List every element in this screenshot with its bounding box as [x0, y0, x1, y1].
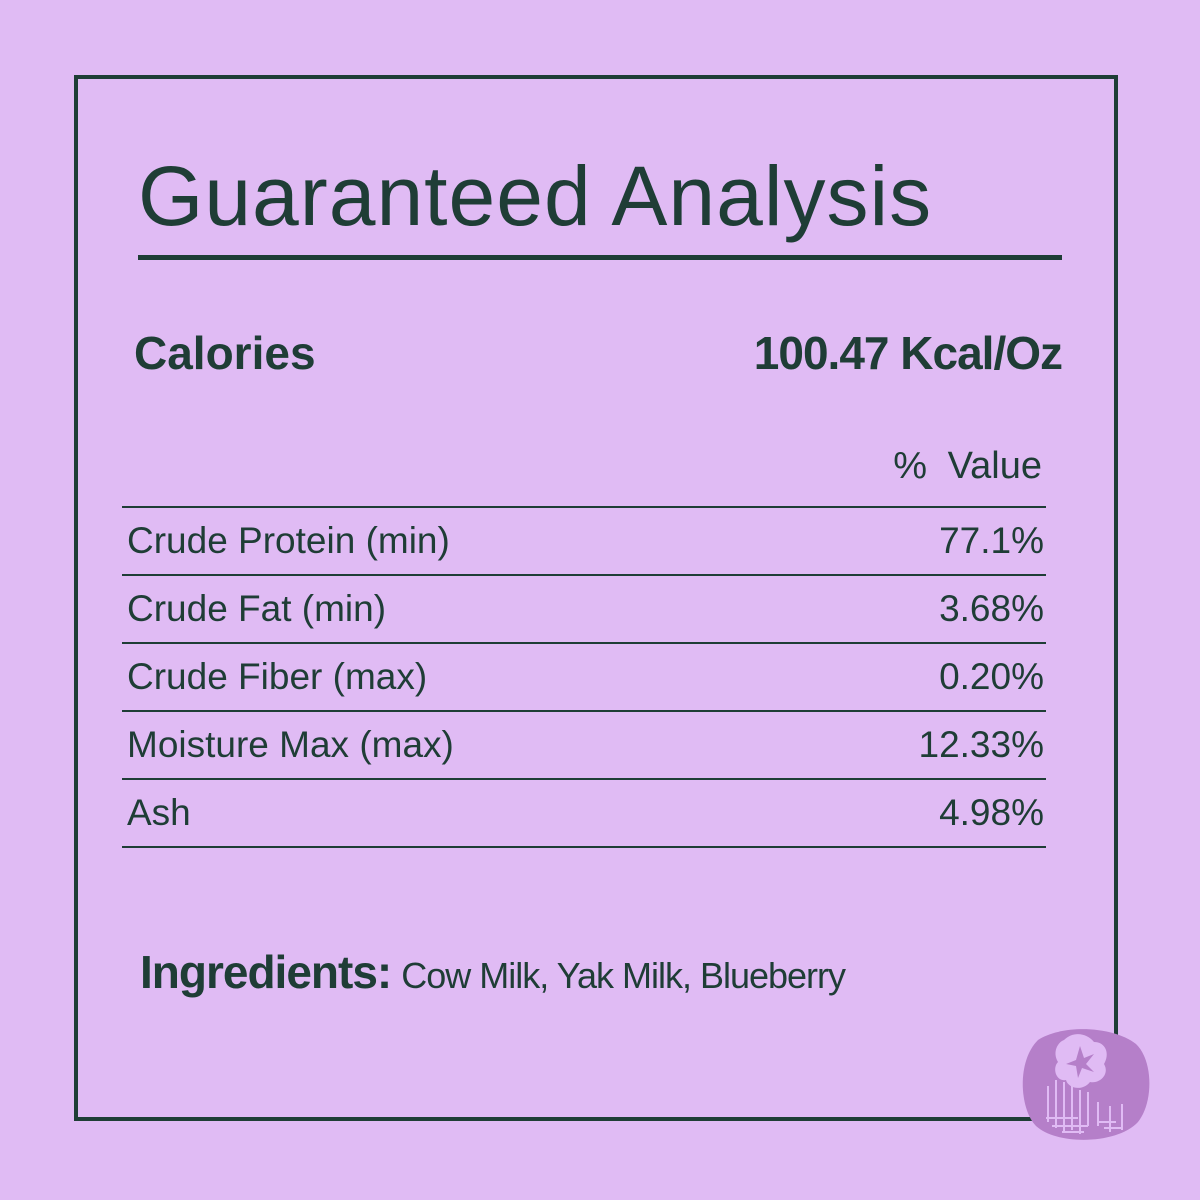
table-row: Ash 4.98%: [122, 780, 1046, 848]
title-underline: [138, 255, 1062, 260]
row-label: Crude Fiber (max): [127, 656, 428, 697]
table-row: Moisture Max (max) 12.33%: [122, 712, 1046, 780]
table-row: Crude Fat (min) 3.68%: [122, 576, 1046, 644]
row-value: 3.68%: [939, 588, 1044, 629]
row-value: 12.33%: [918, 724, 1045, 765]
row-label: Moisture Max (max): [127, 724, 454, 765]
percent-value-header: % Value: [893, 445, 1042, 487]
row-value: 0.20%: [939, 656, 1044, 697]
table-top-rule: [122, 506, 1046, 508]
row-label: Ash: [127, 792, 191, 833]
row-value: 4.98%: [939, 792, 1044, 833]
table-row: Crude Fiber (max) 0.20%: [122, 644, 1046, 712]
analysis-table: Crude Protein (min) 77.1% Crude Fat (min)…: [122, 506, 1046, 848]
calories-value: 100.47 Kcal/Oz: [753, 327, 1063, 379]
row-value: 77.1%: [939, 520, 1044, 561]
ingredients: Ingredients: Cow Milk, Yak Milk, Blueberr…: [140, 945, 846, 999]
calories-label: Calories: [134, 327, 316, 379]
row-label: Crude Fat (min): [127, 588, 387, 629]
blueberry-icon: [1018, 1022, 1154, 1151]
ingredients-label: Ingredients:: [140, 946, 392, 998]
page-title: Guaranteed Analysis: [138, 149, 933, 243]
row-label: Crude Protein (min): [127, 520, 450, 561]
table-row: Crude Protein (min) 77.1%: [122, 508, 1046, 576]
label-frame: [74, 75, 1118, 1121]
ingredients-text: Cow Milk, Yak Milk, Blueberry: [401, 955, 846, 996]
